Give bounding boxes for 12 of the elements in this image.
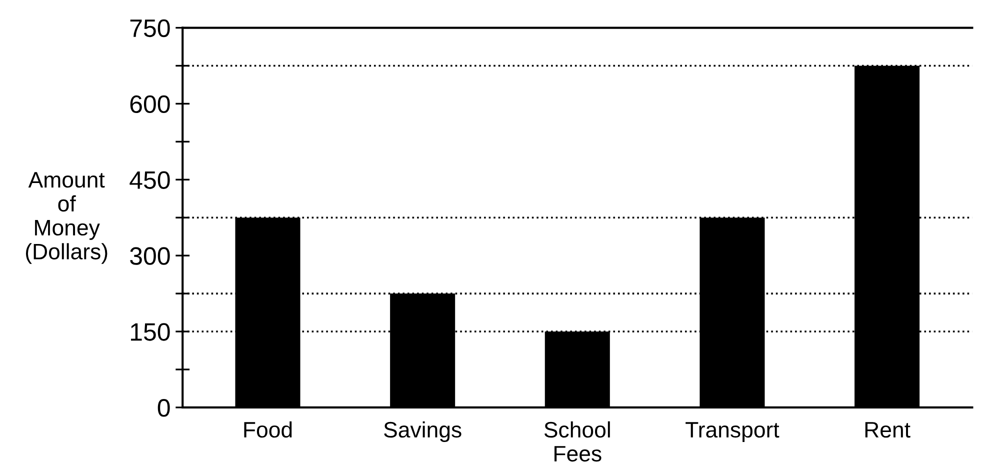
x-tick-label: Savings <box>384 421 462 442</box>
y-tick-label: 300 <box>130 247 170 265</box>
y-tick-label: 0 <box>158 399 170 417</box>
x-tick-label: Rent <box>865 422 910 438</box>
y-tick-label: 450 <box>130 171 170 189</box>
y-tick-label: 150 <box>130 323 170 341</box>
x-tick-label: Food <box>244 421 292 438</box>
x-tick-label: School Fees <box>544 421 610 462</box>
y-axis-title: Amount of Money (Dollars) <box>26 172 108 264</box>
x-tick-label: Transport <box>686 422 780 442</box>
y-tick-label: 750 <box>130 19 170 38</box>
y-tick-label: 600 <box>130 95 170 114</box>
